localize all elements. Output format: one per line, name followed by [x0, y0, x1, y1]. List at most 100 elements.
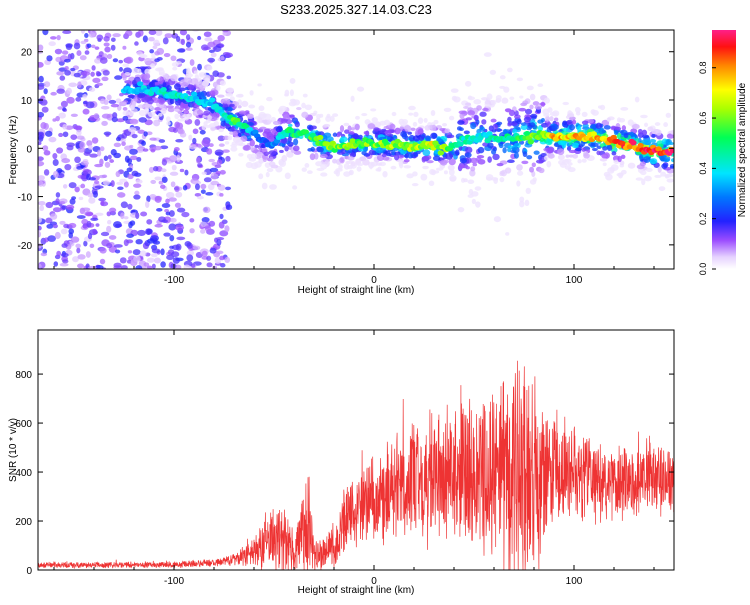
spectrogram-noise-cell: [114, 249, 121, 254]
spectrogram-cell: [529, 122, 536, 128]
spectrogram-noise-cell: [53, 261, 59, 267]
spectrogram-cell: [501, 97, 509, 104]
spectrogram-y-label: Frequency (Hz): [8, 116, 19, 185]
spectrogram-cell: [198, 72, 207, 77]
spectrogram-cell: [499, 85, 506, 89]
spectrogram-noise-cell: [100, 231, 110, 237]
spectrogram-cell: [254, 144, 260, 149]
spectrogram-cell: [170, 74, 178, 82]
spectrogram-cell: [519, 95, 524, 99]
spectrogram-noise-cell: [106, 242, 113, 249]
spectrogram-cell: [347, 125, 352, 132]
spectrogram-ridge-cell: [160, 86, 167, 93]
spectrogram-noise-cell: [38, 75, 44, 83]
spectrogram-noise-cell: [85, 212, 94, 216]
spectrogram-noise-cell: [145, 228, 153, 235]
spectrogram-cell: [428, 180, 435, 187]
spectrogram-cell: [467, 110, 476, 116]
spectrogram-noise-cell: [197, 163, 203, 168]
spectrogram-noise-cell: [152, 39, 160, 47]
spectrogram-noise-cell: [201, 171, 207, 175]
spectrogram-cell: [433, 119, 439, 125]
spectrogram-cell: [620, 106, 629, 111]
spectrogram-noise-cell: [38, 61, 44, 68]
spectrogram-ridge-cell: [630, 140, 637, 146]
spectrogram-noise-cell: [200, 183, 207, 190]
spectrogram-cell: [505, 232, 510, 236]
spectrogram-cell: [463, 178, 468, 183]
spectrogram-cell: [261, 182, 268, 190]
spectrogram-noise-cell: [131, 134, 138, 139]
spectrogram-cell: [377, 166, 382, 172]
spectrogram-noise-cell: [160, 184, 166, 189]
spectrogram-noise-cell: [219, 193, 224, 197]
y-tick-label: 400: [15, 468, 32, 479]
spectrogram-cell: [174, 108, 180, 112]
spectrogram-cell: [287, 123, 293, 127]
spectrogram-cell: [446, 134, 455, 139]
spectrogram-noise-cell: [84, 32, 89, 38]
spectrogram-noise-cell: [224, 186, 232, 191]
spectrogram-noise-cell: [150, 148, 156, 153]
spectrogram-cell: [232, 136, 241, 143]
spectrogram-cell: [598, 127, 605, 135]
spectrogram-cell: [394, 154, 400, 161]
spectrogram-cell: [549, 116, 554, 122]
spectrogram-cell: [641, 178, 646, 186]
spectrogram-cell: [246, 113, 254, 120]
spectrogram-cell: [310, 125, 317, 130]
spectrogram-cell: [178, 87, 186, 92]
spectrogram-noise-cell: [120, 265, 128, 269]
spectrogram-noise-cell: [96, 34, 104, 41]
spectrogram-noise-cell: [170, 263, 177, 269]
spectrogram-noise-cell: [109, 207, 117, 213]
spectrogram-cell: [323, 123, 331, 128]
spectrogram-cell: [591, 142, 599, 148]
spectrogram-cell: [546, 147, 554, 154]
spectrogram-noise-cell: [126, 259, 132, 264]
spectrogram-cell: [224, 141, 230, 145]
spectrogram-noise-cell: [68, 222, 77, 229]
spectrogram-cell: [444, 128, 451, 134]
spectrogram-cell: [423, 117, 428, 123]
spectrogram-cell: [467, 179, 475, 184]
spectrogram-cell: [649, 139, 657, 143]
spectrogram-noise-cell: [127, 250, 133, 254]
spectrogram-cell: [208, 90, 216, 96]
spectrogram-cell: [350, 161, 356, 167]
spectrogram-noise-cell: [75, 96, 82, 102]
spectrogram-cell: [172, 66, 178, 71]
colorbar-label: Normalized spectral amplitude: [737, 82, 748, 217]
spectrogram-cell: [230, 146, 238, 152]
colorbar-gradient: [712, 30, 736, 269]
spectrogram-noise-cell: [205, 192, 214, 196]
spectrogram-cell: [621, 125, 627, 131]
spectrogram-cell: [445, 152, 453, 160]
spectrogram-cell: [617, 155, 622, 163]
spectrogram-noise-cell: [50, 91, 57, 96]
spectrogram-cell: [307, 148, 313, 152]
spectrogram-noise-cell: [96, 149, 102, 157]
spectrogram-cell: [459, 112, 465, 120]
spectrogram-noise-cell: [146, 219, 153, 225]
spectrogram-noise-cell: [179, 30, 188, 36]
spectrogram-cell: [616, 132, 622, 140]
spectrogram-noise-cell: [112, 112, 118, 119]
spectrogram-cell: [382, 156, 390, 161]
spectrogram-noise-cell: [180, 38, 186, 46]
spectrogram-cell: [627, 119, 634, 126]
spectrogram-cell: [547, 107, 553, 113]
spectrogram-cell: [465, 117, 473, 121]
spectrogram-noise-cell: [40, 252, 48, 257]
spectrogram-cell: [320, 172, 328, 177]
spectrogram-cell: [424, 125, 431, 131]
spectrogram-noise-cell: [65, 204, 75, 210]
spectrogram-cell: [225, 92, 233, 97]
spectrogram-cell: [347, 156, 355, 161]
spectrogram-cell: [356, 86, 365, 92]
spectrogram-noise-cell: [203, 46, 211, 51]
spectrogram-cell: [122, 101, 127, 105]
spectrogram-cell: [144, 68, 151, 75]
spectrogram-noise-cell: [65, 125, 74, 130]
x-tick-label: 0: [371, 576, 377, 587]
